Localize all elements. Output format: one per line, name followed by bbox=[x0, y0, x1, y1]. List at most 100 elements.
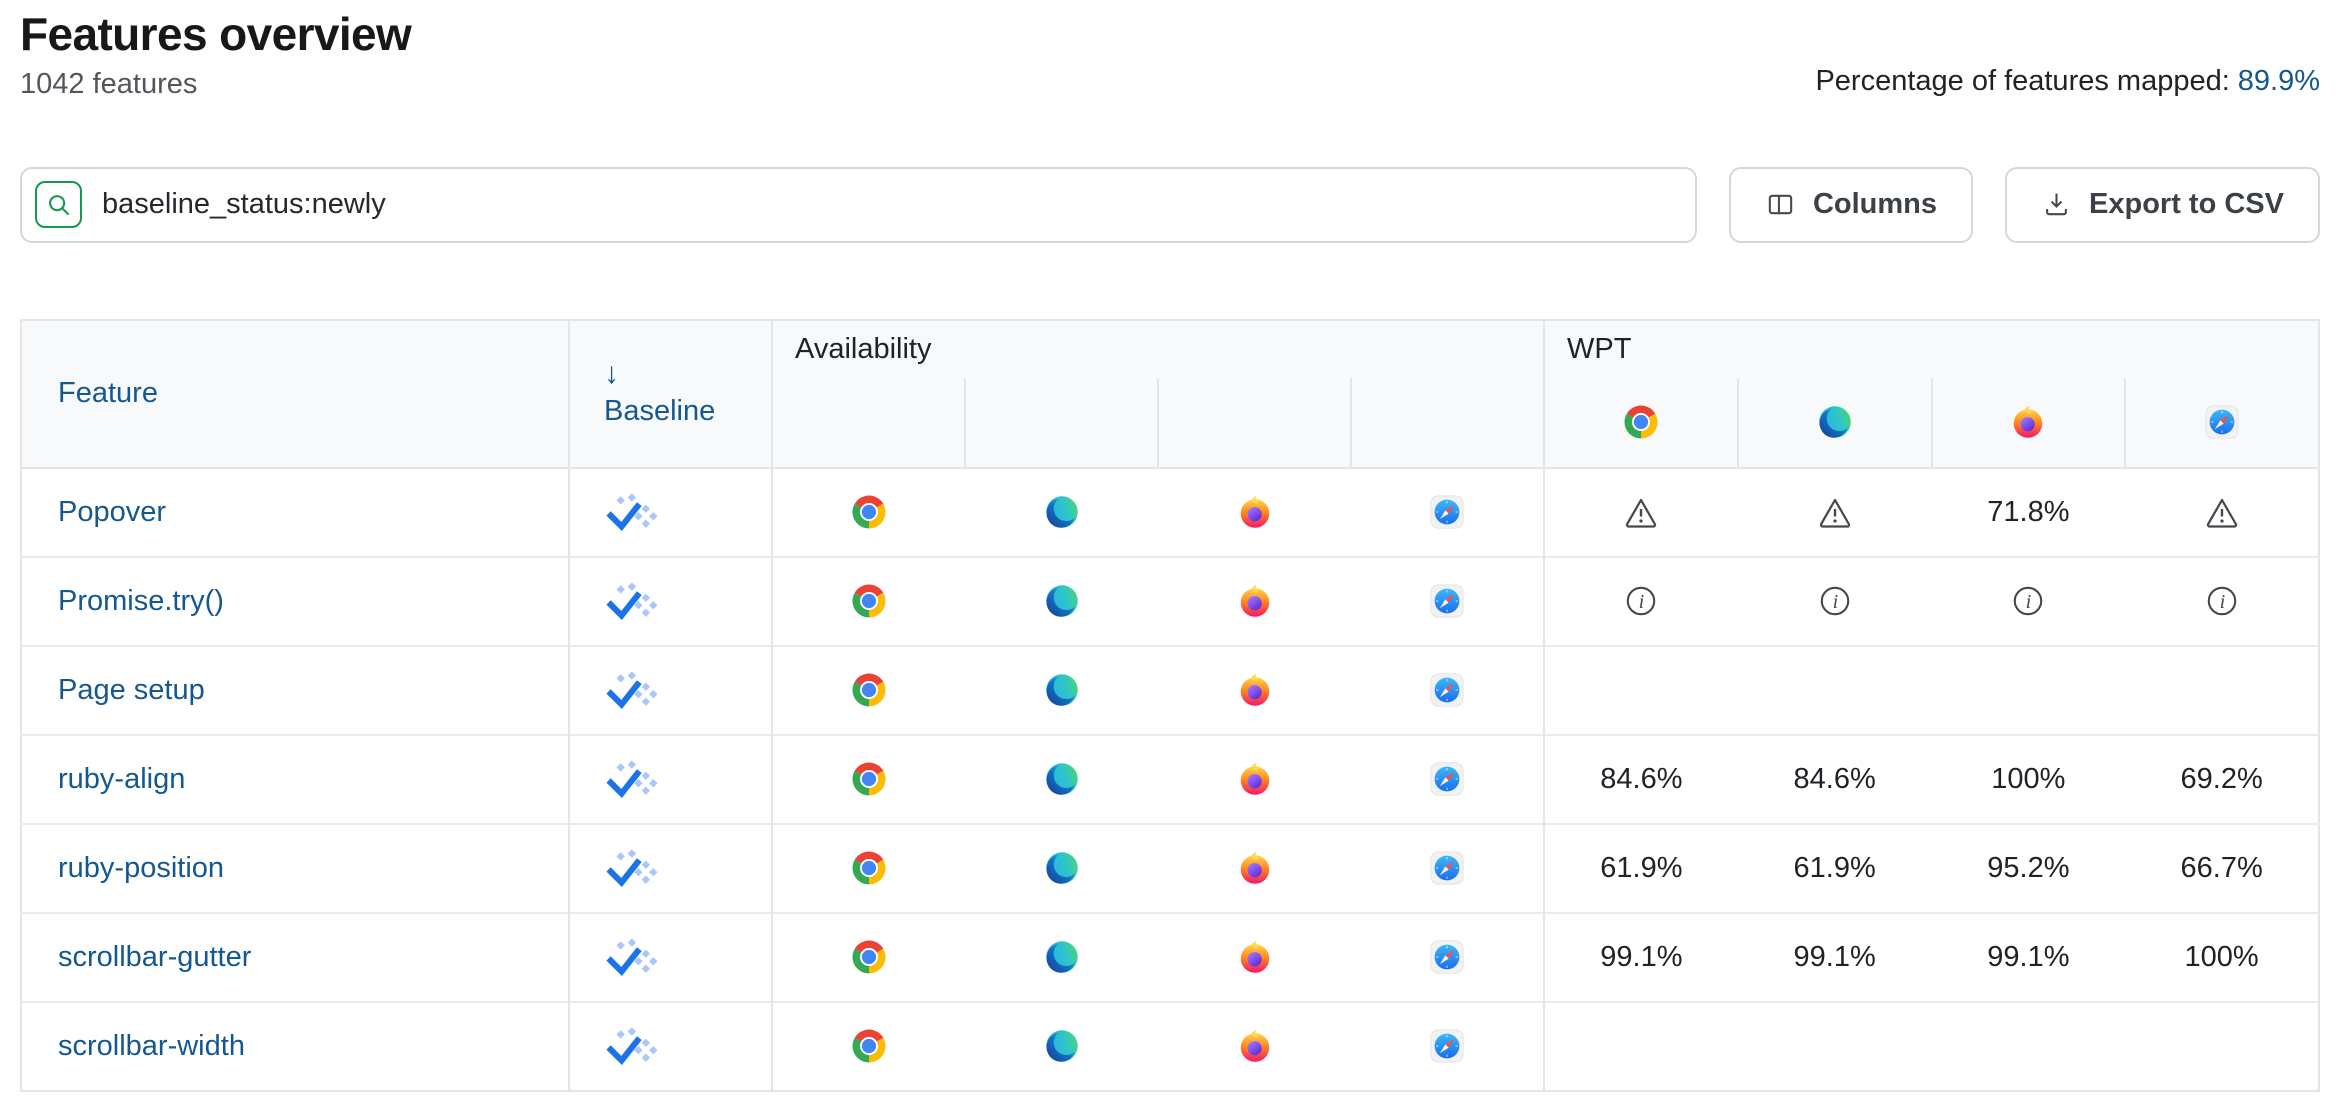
feature-row: ruby-align 84.6% 84.6% 100% 69.2% bbox=[21, 733, 2319, 824]
baseline-newly-icon bbox=[602, 848, 658, 889]
feature-row: scrollbar-width bbox=[21, 1000, 2319, 1091]
firefox-icon bbox=[1237, 1028, 1273, 1064]
wpt-cell: 100% bbox=[2125, 911, 2319, 1002]
feature-link[interactable]: Page setup bbox=[58, 673, 205, 706]
wpt-cell bbox=[1931, 644, 2126, 735]
chrome-icon bbox=[851, 850, 887, 886]
mapped-label: Percentage of features mapped: bbox=[1815, 64, 2230, 97]
wpt-cell bbox=[1737, 644, 1932, 735]
wpt-cell: 100% bbox=[1931, 733, 2126, 824]
baseline-newly-icon bbox=[602, 670, 658, 711]
columns-button[interactable]: Columns bbox=[1728, 166, 1974, 243]
feature-cell: Page setup bbox=[21, 644, 570, 735]
wpt-score: 84.6% bbox=[1793, 762, 1876, 795]
availability-cell bbox=[965, 822, 1158, 913]
safari-icon bbox=[1429, 939, 1465, 975]
wpt-cell: 84.6% bbox=[1737, 733, 1932, 824]
wpt-cell bbox=[2125, 1000, 2319, 1091]
wpt-cell bbox=[2125, 468, 2319, 557]
availability-cell bbox=[772, 733, 965, 824]
wpt-score: 66.7% bbox=[2180, 851, 2263, 884]
feature-link[interactable]: scrollbar-gutter bbox=[58, 940, 252, 973]
feature-column-sort-link[interactable]: Feature bbox=[58, 377, 158, 410]
wpt-cell bbox=[1931, 1000, 2126, 1091]
baseline-column-header: ↓ Baseline bbox=[569, 319, 773, 469]
wpt-cell: 61.9% bbox=[1737, 822, 1932, 913]
baseline-newly-icon bbox=[602, 759, 658, 800]
baseline-column-sort-link[interactable]: Baseline bbox=[604, 395, 716, 428]
sort-descending-arrow-icon: ↓ bbox=[604, 357, 619, 391]
baseline-cell bbox=[569, 467, 773, 557]
availability-cell bbox=[1158, 644, 1351, 735]
export-csv-button[interactable]: Export to CSV bbox=[2005, 166, 2320, 243]
baseline-cell bbox=[569, 733, 773, 824]
firefox-icon bbox=[1237, 850, 1273, 886]
wpt-cell bbox=[1737, 555, 1932, 646]
wpt-cell bbox=[1544, 555, 1738, 646]
firefox-icon bbox=[1237, 494, 1273, 530]
feature-link[interactable]: Popover bbox=[58, 495, 167, 528]
edge-icon bbox=[1044, 850, 1080, 886]
wpt-cell: 99.1% bbox=[1544, 911, 1738, 1002]
wpt-cell: 71.8% bbox=[1932, 468, 2126, 557]
chrome-icon bbox=[851, 494, 887, 530]
wpt-score: 99.1% bbox=[1600, 940, 1683, 973]
feature-cell: Promise.try() bbox=[21, 555, 570, 646]
mapped-value-link[interactable]: 89.9% bbox=[2237, 64, 2320, 97]
wpt-score: 69.2% bbox=[2180, 762, 2263, 795]
subheader-row bbox=[21, 377, 2319, 469]
warning-icon bbox=[1623, 494, 1659, 530]
search-box[interactable] bbox=[20, 166, 1697, 243]
wpt-cell bbox=[1738, 468, 1932, 557]
wpt-cell bbox=[1544, 644, 1738, 735]
availability-group-header: Availability bbox=[772, 319, 1546, 378]
baseline-cell bbox=[569, 555, 773, 646]
baseline-cell bbox=[569, 644, 773, 735]
columns-icon bbox=[1765, 189, 1796, 220]
info-icon bbox=[2010, 583, 2046, 619]
baseline-newly-icon bbox=[602, 492, 658, 533]
feature-link[interactable]: ruby-position bbox=[58, 851, 225, 884]
wpt-score: 99.1% bbox=[1793, 940, 1876, 973]
availability-subheader bbox=[772, 377, 965, 469]
search-input[interactable] bbox=[102, 188, 1675, 222]
wpt-cell bbox=[1931, 555, 2126, 646]
edge-icon bbox=[1044, 583, 1080, 619]
page-title: Features overview bbox=[20, 8, 412, 60]
baseline-cell bbox=[569, 822, 773, 913]
wpt-cell bbox=[1544, 1000, 1738, 1091]
availability-cell bbox=[1351, 911, 1546, 1002]
firefox-icon bbox=[1237, 939, 1273, 975]
feature-link[interactable]: Promise.try() bbox=[58, 584, 224, 617]
download-icon bbox=[2041, 189, 2072, 220]
wpt-cell bbox=[1737, 1000, 1932, 1091]
availability-cell bbox=[965, 1000, 1158, 1091]
features-table: Feature ↓ Baseline Availability WPT Popo… bbox=[20, 318, 2320, 1092]
availability-cell bbox=[965, 555, 1158, 646]
mapped-stat: Percentage of features mapped: 89.9% bbox=[1815, 65, 2320, 101]
feature-link[interactable]: ruby-align bbox=[58, 762, 186, 795]
availability-cell bbox=[772, 822, 965, 913]
feature-link[interactable]: scrollbar-width bbox=[58, 1029, 245, 1062]
availability-cell bbox=[772, 468, 965, 557]
availability-cell bbox=[1158, 911, 1351, 1002]
chrome-icon bbox=[851, 939, 887, 975]
warning-icon bbox=[1817, 494, 1853, 530]
availability-cell bbox=[1158, 733, 1351, 824]
firefox-icon bbox=[1237, 672, 1273, 708]
wpt-cell bbox=[1544, 468, 1738, 557]
feature-row: Page setup bbox=[21, 644, 2319, 735]
firefox-icon bbox=[1237, 761, 1273, 797]
availability-cell bbox=[965, 468, 1158, 557]
availability-cell bbox=[772, 644, 965, 735]
baseline-cell bbox=[569, 911, 773, 1002]
feature-cell: ruby-position bbox=[21, 822, 570, 913]
availability-subheader bbox=[1349, 377, 1546, 469]
availability-cell bbox=[1158, 555, 1351, 646]
safari-icon bbox=[1429, 494, 1465, 530]
feature-cell: scrollbar-gutter bbox=[21, 911, 570, 1002]
warning-icon bbox=[2204, 494, 2240, 530]
availability-cell bbox=[1158, 1000, 1351, 1091]
availability-cell bbox=[1351, 733, 1546, 824]
safari-icon bbox=[2204, 404, 2240, 440]
